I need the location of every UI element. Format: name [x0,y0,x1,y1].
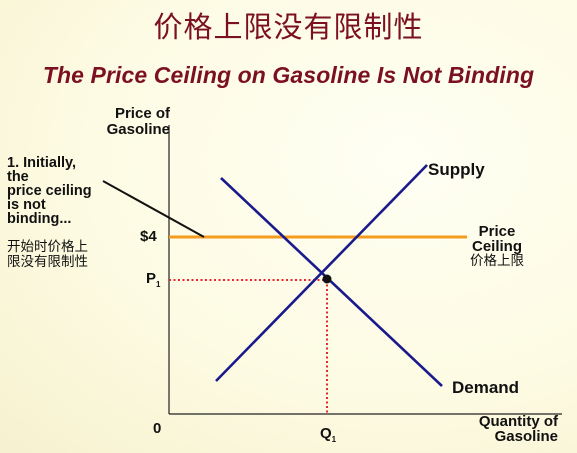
y-axis-label-line2: Gasoline [106,121,170,138]
y-axis-label: Price of Gasoline [90,106,170,138]
annotation-line4: is not [7,197,46,213]
ceiling-price-label: $4 [140,228,157,245]
annotation-text: 1. Initially, the price ceiling is not b… [7,155,142,227]
chinese-title: 价格上限没有限制性 [153,10,424,44]
annotation-line3: price ceiling [7,183,92,199]
annotation-line5: binding... [7,211,72,227]
p1-letter: P [146,270,157,287]
q1-label: Q1 [320,425,336,444]
equilibrium-point [322,274,332,284]
x-axis-label-line1: Quantity of [478,413,558,430]
english-title: The Price Ceiling on Gasoline Is Not Bin… [42,62,535,88]
demand-curve [220,177,443,387]
demand-label: Demand [452,378,520,397]
q1-letter: Q [320,425,332,442]
price-ceiling-label-cn: 价格上限 [470,253,524,269]
origin-label: 0 [153,420,162,437]
p1-label: P1 [146,270,160,289]
supply-label: Supply [428,160,485,179]
annotation-cn-line1: 开始时价格上 [7,239,88,255]
price-ceiling-label-line1: Price [478,223,516,240]
x-axis-label: Quantity of Gasoline [455,414,558,444]
q1-subscript: 1 [331,435,337,444]
x-axis-label-line2: Gasoline [494,428,558,445]
annotation-line1: 1. Initially, [7,155,77,171]
annotation-text-cn: 开始时价格上 限没有限制性 [7,240,127,270]
p1-subscript: 1 [156,280,161,289]
price-ceiling-label: Price Ceiling 价格上限 [452,224,542,269]
price-ceiling-label-line2: Ceiling [471,238,522,255]
annotation-pointer [102,180,205,238]
annotation-line2: the [7,169,29,185]
y-axis-label-line1: Price of [114,105,170,122]
annotation-cn-line2: 限没有限制性 [7,254,88,270]
